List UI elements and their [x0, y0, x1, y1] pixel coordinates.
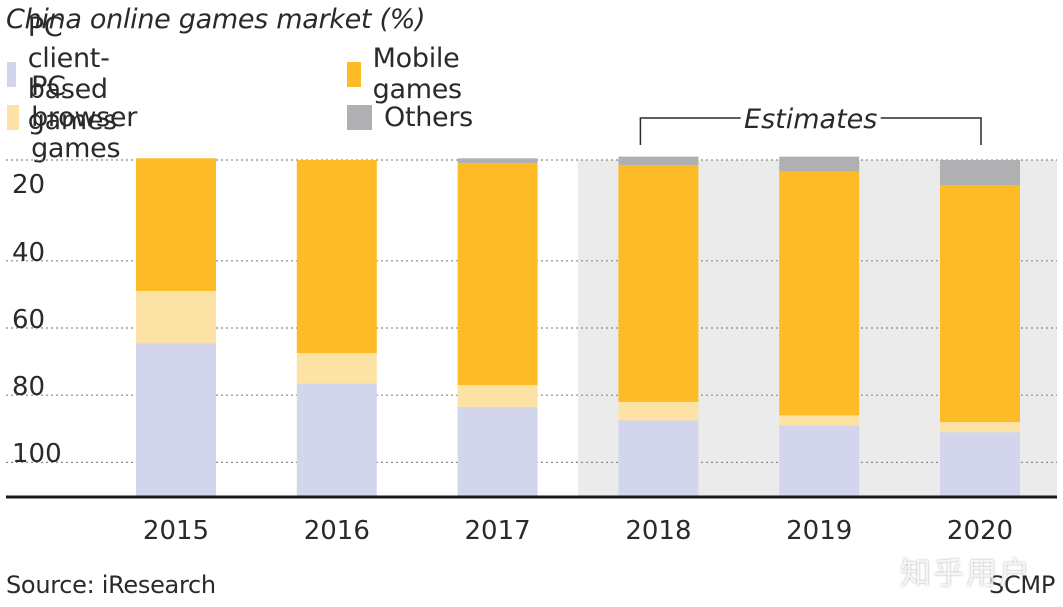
bar-segment-2015-pc-browser-games [136, 291, 216, 344]
legend-label-pc-client: PC client-based games [27, 12, 117, 136]
estimates-label: Estimates [744, 104, 877, 135]
watermark: 知乎用户 [900, 556, 1032, 592]
bar-segment-2016-pc-client-based-games [296, 383, 377, 496]
x-tick-label: 2017 [465, 516, 531, 546]
y-tick-label: 40 [12, 238, 45, 268]
bar-segment-2015-mobile-games [136, 158, 216, 292]
y-tick-label: 60 [12, 305, 45, 335]
y-tick-label: 20 [12, 170, 45, 200]
legend-label-others: Others [384, 101, 473, 133]
y-tick-label: 80 [12, 372, 45, 402]
estimates-bracket-left [639, 117, 741, 145]
bar-segment-2020-mobile-games [940, 185, 1020, 423]
bar-segment-2017-others [457, 158, 538, 164]
bar-segment-2019-pc-browser-games [779, 415, 860, 426]
bar-segment-2018-others [618, 156, 699, 166]
legend-item-others: Others [347, 101, 473, 133]
x-tick-label: 2015 [143, 516, 209, 546]
bar-segment-2018-pc-client-based-games [618, 420, 699, 496]
legend-item-pc-browser: PC browser games [7, 71, 150, 164]
bar-segment-2020-pc-browser-games [940, 422, 1020, 433]
bar-segment-2019-pc-client-based-games [779, 425, 860, 496]
bar-segment-2018-pc-browser-games [618, 401, 699, 421]
bar-segment-2019-mobile-games [779, 171, 860, 416]
legend-swatch-pc-browser [7, 104, 20, 130]
bar-segment-2016-pc-browser-games [296, 353, 377, 384]
x-tick-label: 2020 [947, 516, 1013, 546]
bar-segment-2020-others [940, 160, 1020, 186]
legend-item-mobile: Mobile games [347, 43, 473, 105]
legend-swatch-mobile [347, 61, 361, 87]
credit-note: SCMP [989, 571, 1055, 599]
source-note: Source: iResearch [6, 571, 216, 599]
bar-segment-2015-pc-client-based-games [136, 343, 216, 496]
legend-swatch-others [347, 104, 372, 130]
x-tick-label: 2016 [304, 516, 370, 546]
x-tick-label: 2019 [786, 516, 852, 546]
bar-segment-2017-pc-client-based-games [457, 406, 538, 496]
y-tick-label: 100 [12, 439, 62, 469]
bar-segment-2017-pc-browser-games [457, 385, 538, 407]
chart-title: China online games market (%) [6, 4, 426, 35]
legend-label-pc-browser: PC browser games [31, 70, 137, 164]
bar-segment-2016-mobile-games [296, 160, 377, 354]
estimates-bracket-right [880, 117, 982, 145]
legend-swatch-pc-client [7, 61, 16, 87]
legend-label-mobile: Mobile games [372, 43, 462, 105]
bar-segment-2018-mobile-games [618, 165, 699, 402]
bar-segment-2019-others [779, 156, 860, 172]
bar-segment-2020-pc-client-based-games [940, 432, 1020, 496]
x-tick-label: 2018 [625, 516, 691, 546]
legend-item-pc-client: PC client-based games [7, 12, 133, 136]
bar-segment-2017-mobile-games [457, 163, 538, 386]
